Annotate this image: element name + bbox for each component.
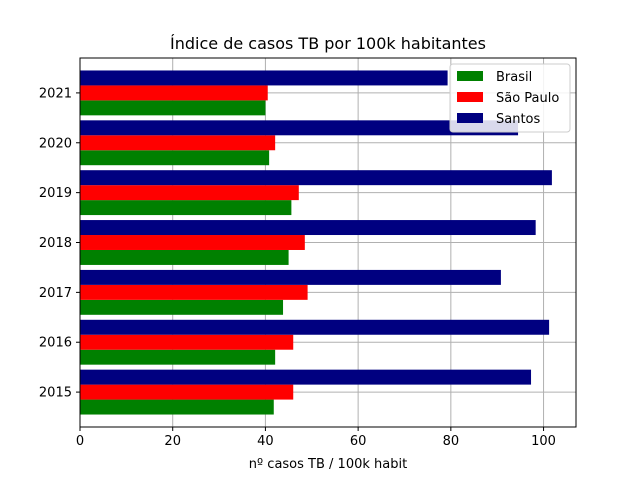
y-tick-label: 2018 (39, 236, 72, 251)
bar-2021-sao-paulo (80, 85, 268, 101)
x-axis-label: nº casos TB / 100k habit (249, 457, 407, 472)
y-tick-label: 2021 (39, 86, 72, 101)
legend: Brasil São Paulo Santos (449, 63, 571, 133)
y-tick-label: 2015 (39, 386, 72, 401)
bar-2017-santos (80, 269, 501, 285)
y-axis-ticks: 2015 2016 2017 2018 2019 2020 2021 (39, 86, 80, 401)
bar-2018-santos (80, 220, 536, 236)
bar-2016-santos (80, 319, 550, 335)
legend-label: Brasil (496, 70, 532, 85)
legend-swatch (457, 71, 483, 81)
bar-2015-santos (80, 369, 532, 385)
bar-2020-brasil (80, 150, 270, 166)
x-tick-label: 60 (350, 434, 367, 449)
bar-2020-sao-paulo (80, 135, 276, 151)
legend-swatch (457, 92, 483, 102)
legend-label: Santos (496, 112, 541, 127)
x-axis-ticks: 0 20 40 60 80 100 (76, 427, 556, 449)
chart-title: Índice de casos TB por 100k habitantes (170, 34, 486, 53)
bar-2020-santos (80, 120, 519, 136)
bar-2015-brasil (80, 399, 274, 415)
bar-2018-sao-paulo (80, 235, 305, 250)
bars (80, 70, 552, 415)
bar-2015-sao-paulo (80, 384, 294, 400)
y-tick-label: 2016 (39, 336, 72, 351)
x-tick-label: 20 (164, 434, 181, 449)
y-tick-label: 2019 (39, 186, 72, 201)
bar-2019-sao-paulo (80, 185, 299, 201)
bar-2018-brasil (80, 249, 289, 265)
bar-2016-sao-paulo (80, 334, 294, 350)
bar-2021-santos (80, 70, 448, 86)
y-tick-label: 2017 (39, 286, 72, 301)
bar-2019-santos (80, 170, 552, 186)
y-tick-label: 2020 (39, 136, 72, 151)
bar-2021-brasil (80, 100, 266, 116)
x-tick-label: 80 (443, 434, 460, 449)
legend-swatch (457, 113, 483, 123)
x-tick-label: 40 (257, 434, 274, 449)
bar-2016-brasil (80, 349, 276, 365)
bar-2017-brasil (80, 299, 284, 315)
legend-label: São Paulo (496, 91, 559, 106)
x-tick-label: 100 (531, 434, 556, 449)
bar-2019-brasil (80, 200, 292, 216)
bar-2017-sao-paulo (80, 284, 308, 300)
x-tick-label: 0 (76, 434, 84, 449)
